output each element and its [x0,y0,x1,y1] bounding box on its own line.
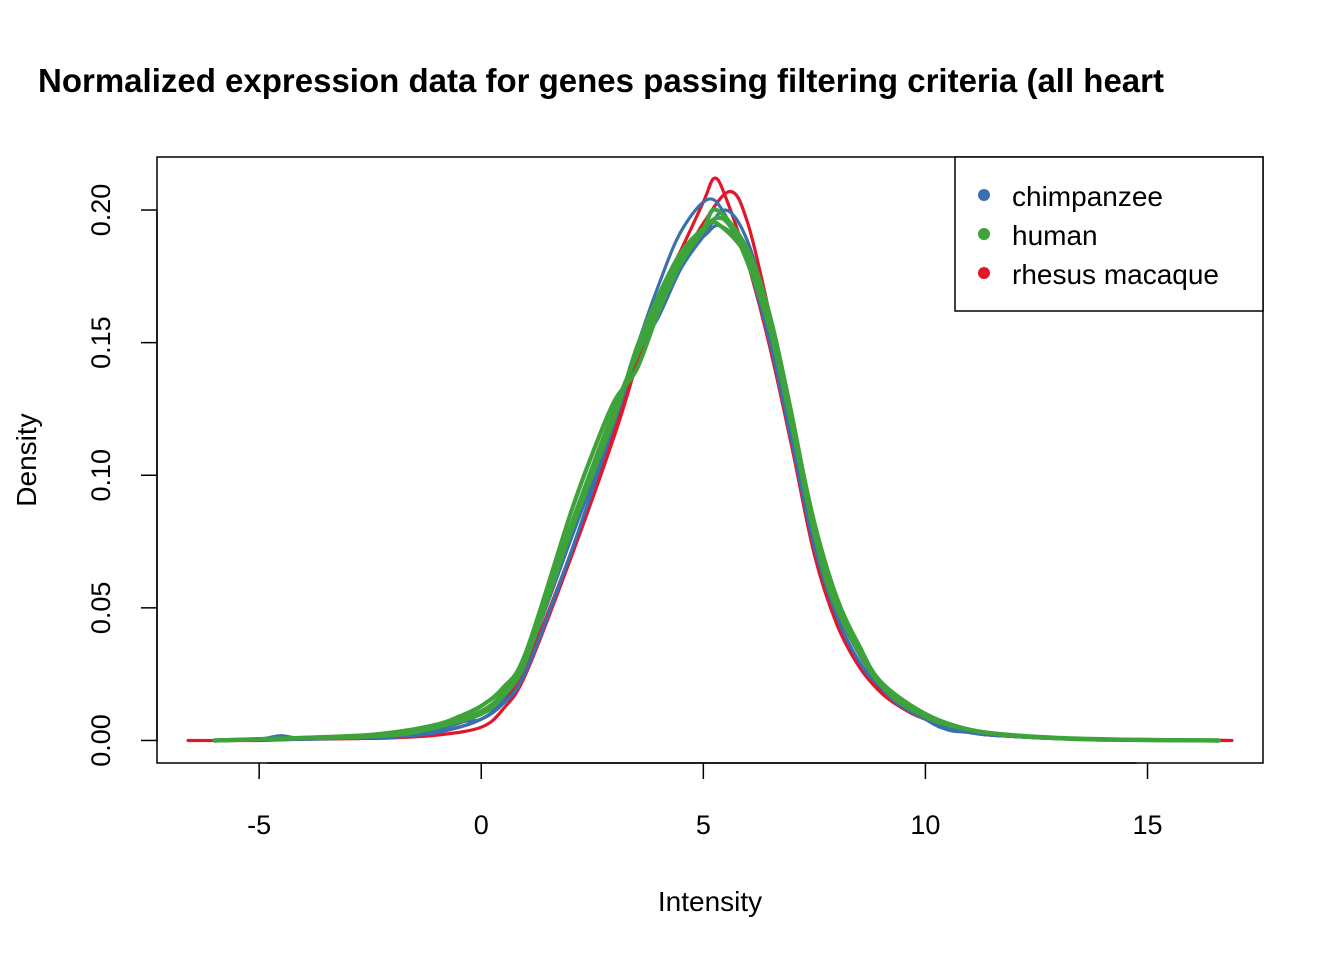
y-axis-label: Density [11,413,42,506]
x-axis-ticks: -5 0 5 10 15 [247,763,1163,840]
y-axis-ticks: 0.00 0.05 0.10 0.15 0.20 [86,184,157,767]
legend-label: human [1012,220,1098,251]
x-tick-label: 0 [474,810,489,840]
x-tick-label: 15 [1132,810,1162,840]
y-tick-label: 0.20 [86,184,116,237]
x-tick-label: 10 [910,810,940,840]
legend-label: chimpanzee [1012,181,1163,212]
series-line-human-3 [212,219,1221,743]
y-tick-label: 0.15 [86,316,116,369]
x-tick-label: 5 [696,810,711,840]
legend-marker [978,189,990,201]
chart-title: Normalized expression data for genes pas… [38,62,1164,99]
legend-box [954,156,1264,312]
y-tick-label: 0.00 [86,714,116,767]
y-tick-label: 0.10 [86,449,116,502]
legend: chimpanzee human rhesus macaque [954,156,1264,312]
legend-marker [978,228,990,240]
x-tick-label: -5 [247,810,271,840]
legend-marker [978,267,990,279]
series-layer [186,176,1234,743]
x-axis-label: Intensity [658,886,762,917]
legend-label: rhesus macaque [1012,259,1219,290]
y-tick-label: 0.05 [86,582,116,635]
